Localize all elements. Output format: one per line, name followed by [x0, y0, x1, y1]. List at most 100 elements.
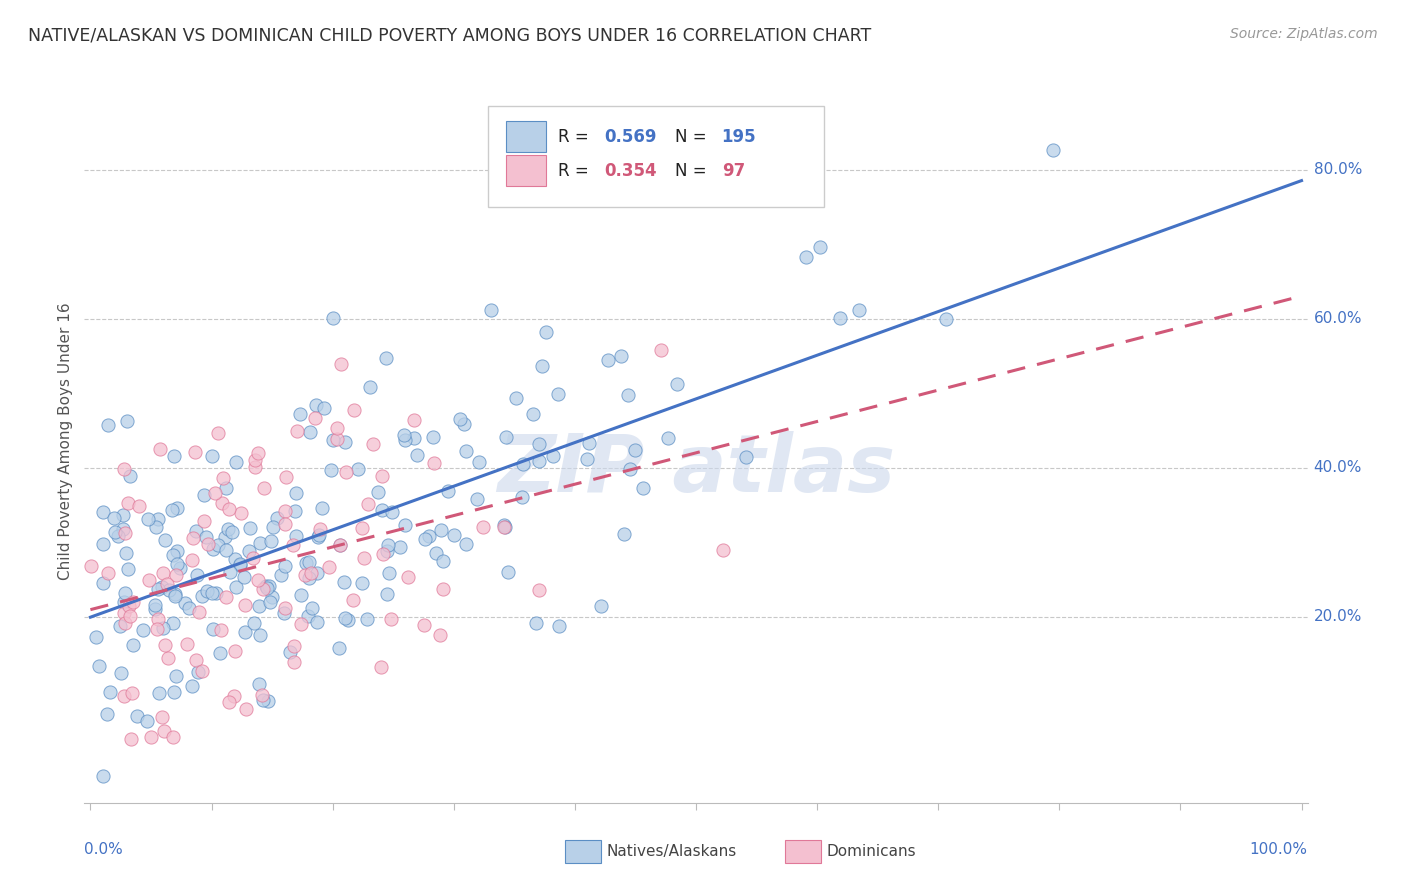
Point: [139, 730, 162, 744]
Point: [307, 530, 329, 544]
Point: [453, 417, 475, 431]
Point: [609, 349, 631, 363]
Point: [596, 353, 619, 368]
Point: [380, 612, 402, 626]
Point: [252, 693, 274, 707]
Point: [162, 449, 184, 463]
Point: [183, 444, 205, 458]
Point: [181, 531, 204, 545]
Point: [375, 543, 398, 558]
Point: [260, 591, 283, 605]
Point: [207, 426, 229, 441]
Point: [278, 645, 301, 659]
Point: [120, 469, 142, 483]
Point: [219, 566, 242, 580]
Text: 0.569: 0.569: [605, 128, 657, 145]
Point: [336, 613, 359, 627]
Point: [243, 615, 266, 630]
Point: [402, 431, 425, 445]
Point: [413, 617, 436, 632]
Point: [309, 522, 332, 536]
Point: [527, 436, 550, 450]
Point: [128, 499, 150, 513]
Point: [322, 311, 344, 326]
Point: [157, 582, 180, 597]
Point: [115, 414, 138, 428]
Point: [138, 573, 160, 587]
Point: [117, 562, 139, 576]
Point: [235, 702, 257, 716]
Point: [218, 502, 240, 516]
Point: [160, 503, 183, 517]
Point: [314, 401, 336, 415]
Point: [91, 576, 114, 591]
Point: [194, 530, 217, 544]
Point: [103, 511, 125, 525]
Point: [298, 425, 321, 440]
Point: [471, 520, 494, 534]
Point: [152, 621, 174, 635]
Point: [274, 516, 297, 531]
Point: [285, 486, 308, 500]
Point: [225, 580, 247, 594]
Point: [247, 599, 270, 613]
Point: [221, 525, 243, 540]
Point: [188, 605, 211, 619]
Point: [266, 511, 288, 525]
Point: [197, 537, 219, 551]
Point: [377, 538, 399, 552]
Point: [257, 579, 280, 593]
Point: [328, 640, 350, 655]
Point: [201, 450, 224, 464]
Point: [252, 582, 274, 596]
Point: [1042, 143, 1064, 157]
Point: [177, 601, 200, 615]
Point: [371, 502, 394, 516]
Point: [301, 601, 323, 615]
Point: [449, 412, 471, 426]
Point: [734, 450, 756, 464]
Point: [359, 380, 381, 394]
Point: [527, 583, 550, 598]
Point: [505, 391, 527, 405]
FancyBboxPatch shape: [506, 121, 546, 152]
Point: [132, 623, 155, 637]
Point: [186, 567, 208, 582]
Point: [163, 587, 186, 601]
Point: [260, 534, 283, 549]
Point: [145, 519, 167, 533]
Point: [201, 623, 224, 637]
Point: [181, 679, 204, 693]
Point: [202, 541, 225, 556]
Point: [224, 644, 246, 658]
Point: [155, 533, 177, 548]
Point: [281, 538, 304, 552]
Point: [232, 570, 254, 584]
Point: [166, 544, 188, 558]
Point: [215, 543, 238, 558]
Point: [329, 357, 352, 371]
Point: [153, 724, 176, 739]
Point: [97, 566, 120, 581]
Point: [848, 302, 870, 317]
Point: [166, 500, 188, 515]
Point: [146, 612, 169, 626]
Point: [527, 454, 550, 468]
Point: [204, 485, 226, 500]
Point: [423, 456, 446, 470]
Point: [357, 497, 380, 511]
Point: [191, 589, 214, 603]
Point: [173, 596, 195, 610]
Point: [224, 552, 246, 566]
Point: [329, 538, 352, 552]
Point: [297, 609, 319, 624]
Point: [235, 599, 257, 613]
Point: [394, 517, 416, 532]
Point: [165, 669, 187, 683]
Point: [176, 637, 198, 651]
Point: [122, 639, 145, 653]
Point: [112, 595, 135, 609]
Point: [350, 520, 373, 534]
Point: [112, 690, 135, 704]
FancyBboxPatch shape: [565, 840, 600, 863]
